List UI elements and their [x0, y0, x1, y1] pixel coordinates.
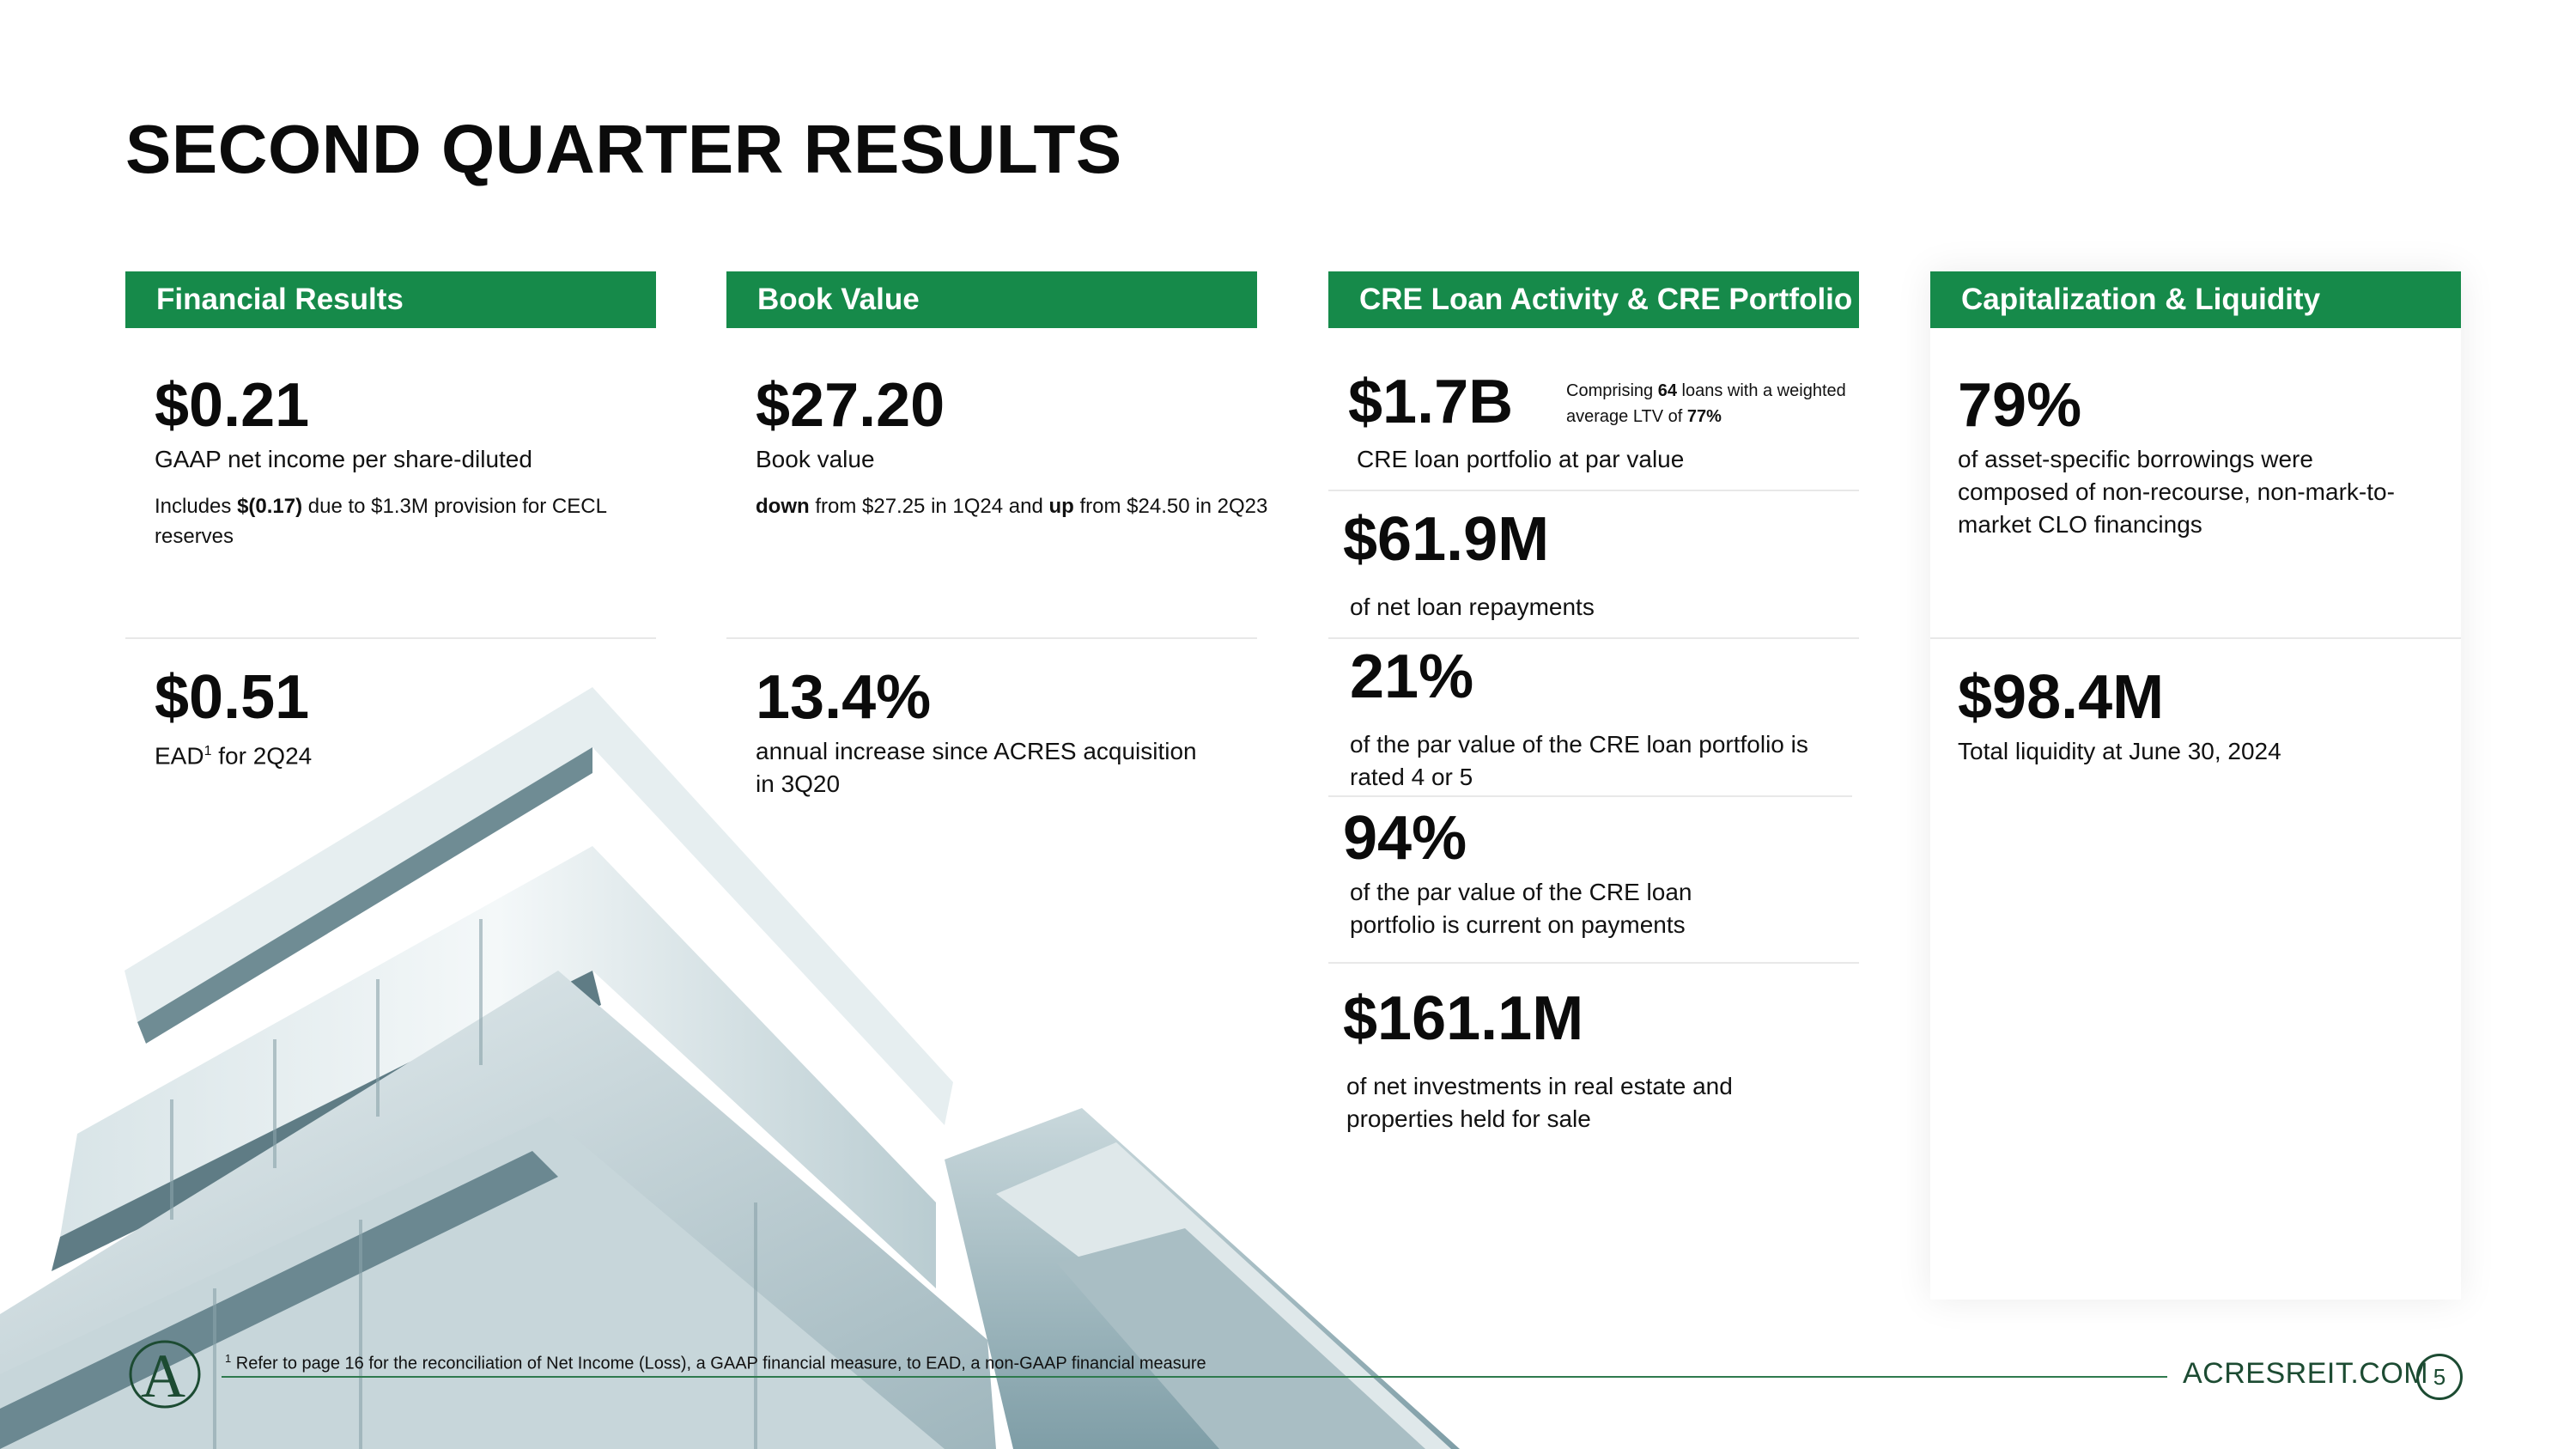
book-increase-metric: 13.4% annual increase since ACRES acquis…: [756, 667, 1202, 801]
divider: [726, 637, 1257, 639]
borrowings-label: of asset-specific borrowings were compos…: [1958, 446, 2395, 538]
ead-value: $0.51: [155, 663, 310, 732]
book-increase-label: annual increase since ACRES acquisition …: [756, 738, 1197, 797]
capitalization-card: [1930, 271, 2461, 1300]
divider: [125, 637, 656, 639]
page-title: SECOND QUARTER RESULTS: [125, 111, 1122, 187]
page-number: 5: [2416, 1354, 2463, 1400]
eps-metric: $0.21 GAAP net income per share-diluted …: [155, 374, 670, 551]
financial-results-column: Financial Results: [125, 271, 656, 328]
cre-portfolio-value: $1.7B: [1348, 368, 1514, 436]
borrowings-metric: 79% of asset-specific borrowings were co…: [1958, 374, 2404, 541]
liquidity-value: $98.4M: [1958, 663, 2165, 732]
book-value-note: down from $27.25 in 1Q24 and up from $24…: [756, 495, 1268, 518]
cre-portfolio-label: CRE loan portfolio at par value: [1357, 446, 1685, 472]
book-value-header: Book Value: [726, 271, 1257, 328]
investments-label: of net investments in real estate and pr…: [1346, 1073, 1733, 1132]
capitalization-column: Capitalization & Liquidity: [1930, 271, 2461, 328]
repayments-metric: $61.9M of net loan repayments: [1343, 508, 1595, 624]
cre-portfolio-note: Comprising 64 loans with a weighted aver…: [1566, 381, 1846, 426]
current-label: of the par value of the CRE loan portfol…: [1350, 879, 1692, 938]
website-link[interactable]: ACRESREIT.COM: [2183, 1357, 2429, 1390]
eps-note: Includes $(0.17) due to $1.3M provision …: [155, 495, 607, 548]
book-value-metric: $27.20 Book value down from $27.25 in 1Q…: [756, 374, 1267, 521]
investments-value: $161.1M: [1343, 984, 1584, 1053]
ead-label: EAD1 for 2Q24: [155, 742, 313, 770]
cre-loan-column: CRE Loan Activity & CRE Portfolio: [1328, 271, 1859, 328]
book-value-column: Book Value: [726, 271, 1257, 328]
financial-results-header: Financial Results: [125, 271, 656, 328]
liquidity-label: Total liquidity at June 30, 2024: [1958, 738, 2281, 764]
rated-label: of the par value of the CRE loan portfol…: [1350, 731, 1808, 790]
divider: [1328, 490, 1859, 491]
rated-metric: 21% of the par value of the CRE loan por…: [1350, 646, 1848, 794]
eps-label: GAAP net income per share-diluted: [155, 446, 532, 472]
divider: [1930, 637, 2461, 639]
liquidity-metric: $98.4M Total liquidity at June 30, 2024: [1958, 667, 2281, 768]
repayments-value: $61.9M: [1343, 505, 1550, 574]
rated-value: 21%: [1350, 642, 1474, 711]
ead-metric: $0.51 EAD1 for 2Q24: [155, 667, 312, 772]
divider: [1328, 637, 1859, 639]
divider: [1328, 795, 1852, 797]
acres-logo: A: [129, 1340, 201, 1410]
footnote: 1 Refer to page 16 for the reconciliatio…: [225, 1352, 1206, 1373]
investments-metric: $161.1M of net investments in real estat…: [1343, 988, 1755, 1135]
current-value: 94%: [1343, 804, 1467, 873]
repayments-label: of net loan repayments: [1350, 594, 1595, 620]
book-value: $27.20: [756, 371, 945, 440]
svg-text:A: A: [141, 1342, 185, 1410]
book-increase-value: 13.4%: [756, 663, 932, 732]
footer-rule: [222, 1376, 2167, 1378]
borrowings-value: 79%: [1958, 371, 2082, 440]
eps-value: $0.21: [155, 371, 310, 440]
current-metric: 94% of the par value of the CRE loan por…: [1343, 807, 1738, 941]
cre-loan-header: CRE Loan Activity & CRE Portfolio: [1328, 271, 1859, 328]
cre-portfolio-metric: $1.7B CRE loan portfolio at par value: [1348, 371, 1684, 476]
divider: [1328, 962, 1859, 964]
book-value-label: Book value: [756, 446, 875, 472]
capitalization-header: Capitalization & Liquidity: [1930, 271, 2461, 328]
